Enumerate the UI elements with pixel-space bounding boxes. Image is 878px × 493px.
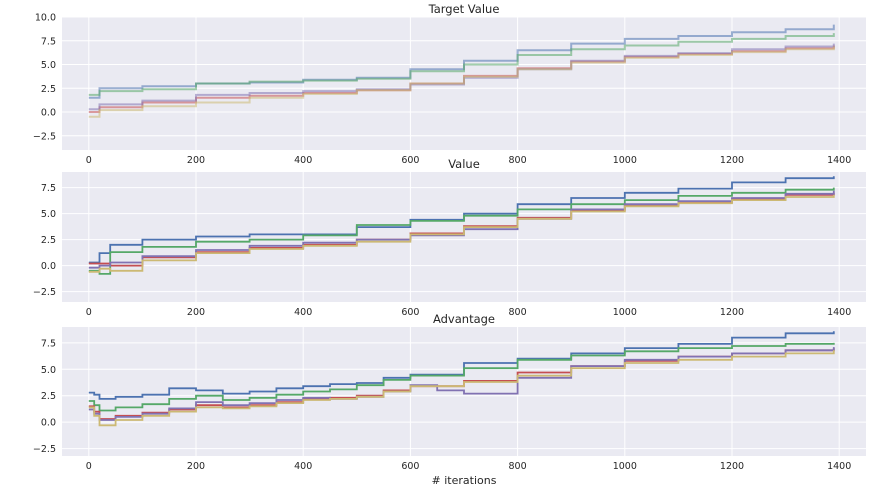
series-line-1 bbox=[88, 342, 835, 412]
x-axis-label: # iterations bbox=[432, 474, 497, 487]
y-tick-label: 0.0 bbox=[41, 261, 56, 272]
x-tick-label: 600 bbox=[401, 155, 419, 166]
panel-0: 0 200 400 600 800 1000 1200 1400 −2.5 0.0 2.5 5.0 7.… bbox=[33, 2, 866, 166]
series-line-2 bbox=[88, 192, 835, 267]
panel-1: 0 200 400 600 800 1000 1200 1400 −2.5 0.0 2.5 5.0 7.… bbox=[33, 157, 866, 318]
x-tick-label: 800 bbox=[509, 461, 527, 472]
x-tick-label: 600 bbox=[401, 461, 419, 472]
x-tick-label: 200 bbox=[187, 155, 205, 166]
y-tick-label: 7.5 bbox=[41, 36, 56, 47]
x-tick-label: 0 bbox=[86, 461, 92, 472]
y-tick-label: 0.0 bbox=[41, 418, 56, 429]
plot-background bbox=[62, 172, 866, 302]
y-tick-label: 5.0 bbox=[41, 60, 56, 71]
series-line-1 bbox=[88, 33, 835, 96]
x-tick-label: 600 bbox=[401, 307, 419, 318]
y-tick-label: 5.0 bbox=[41, 365, 56, 376]
y-tick-label: 0.0 bbox=[41, 108, 56, 119]
series-line-4 bbox=[88, 46, 835, 118]
series-line-0 bbox=[88, 176, 835, 264]
panel-title: Target Value bbox=[428, 2, 500, 16]
y-tick-label: 2.5 bbox=[41, 391, 56, 402]
y-tick-label: 7.5 bbox=[41, 338, 56, 349]
x-tick-label: 0 bbox=[86, 307, 92, 318]
x-tick-label: 200 bbox=[187, 461, 205, 472]
x-tick-label: 1400 bbox=[827, 155, 851, 166]
x-tick-label: 800 bbox=[509, 307, 527, 318]
y-tick-label: 5.0 bbox=[41, 209, 56, 220]
x-tick-label: 1400 bbox=[827, 461, 851, 472]
x-tick-label: 1200 bbox=[720, 307, 744, 318]
x-tick-label: 1200 bbox=[720, 155, 744, 166]
series-line-0 bbox=[88, 331, 835, 400]
y-tick-label: −2.5 bbox=[33, 131, 56, 142]
y-tick-label: −2.5 bbox=[33, 287, 56, 298]
x-tick-label: 1400 bbox=[827, 307, 851, 318]
y-tick-label: 7.5 bbox=[41, 183, 56, 194]
x-tick-label: 1000 bbox=[613, 307, 637, 318]
y-tick-label: 2.5 bbox=[41, 235, 56, 246]
x-tick-label: 0 bbox=[86, 155, 92, 166]
series-line-4 bbox=[88, 194, 835, 273]
x-tick-label: 400 bbox=[294, 307, 312, 318]
series-line-1 bbox=[88, 187, 835, 275]
y-tick-label: −2.5 bbox=[33, 444, 56, 455]
y-tick-label: 2.5 bbox=[41, 84, 56, 95]
y-tick-label: 10.0 bbox=[35, 13, 56, 24]
panel-title: Value bbox=[448, 157, 480, 171]
x-tick-label: 400 bbox=[294, 155, 312, 166]
x-tick-label: 800 bbox=[509, 155, 527, 166]
x-tick-label: 1000 bbox=[613, 461, 637, 472]
series-line-4 bbox=[88, 350, 835, 427]
panel-2: 0 200 400 600 800 1000 1200 1400 −2.5 0.0 2.5 5.0 7.… bbox=[33, 312, 866, 487]
x-tick-label: 1200 bbox=[720, 461, 744, 472]
panel-title: Advantage bbox=[433, 312, 495, 326]
x-tick-label: 400 bbox=[294, 461, 312, 472]
x-tick-label: 200 bbox=[187, 307, 205, 318]
x-tick-label: 1000 bbox=[613, 155, 637, 166]
